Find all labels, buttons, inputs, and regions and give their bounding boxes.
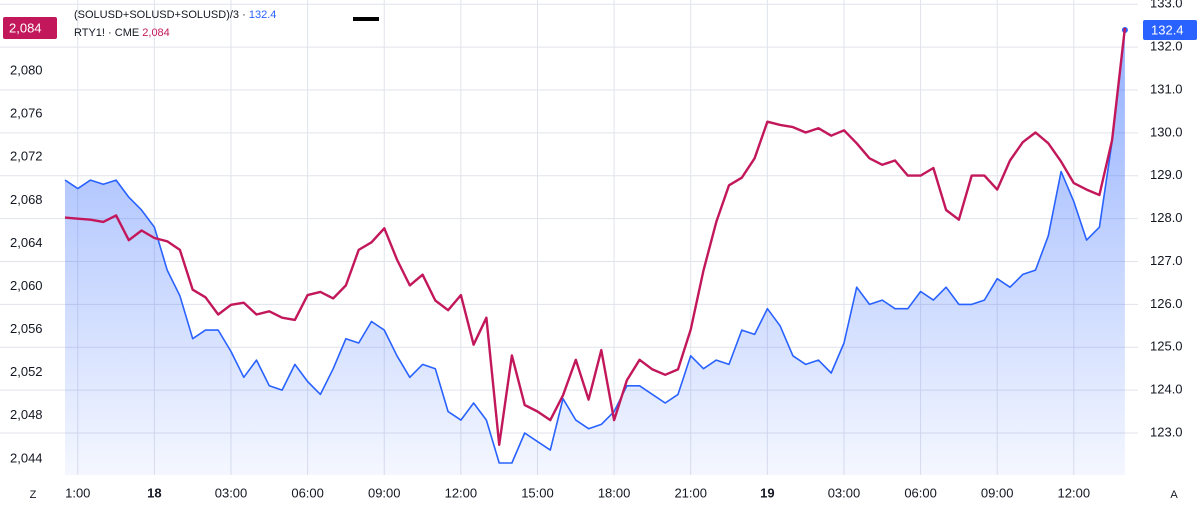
area bbox=[65, 30, 1125, 475]
y-tick-label: 2,068 bbox=[10, 192, 43, 207]
marker bbox=[353, 17, 379, 21]
legend-entry: (SOLUSD+SOLUSD+SOLUSD)/3 · 132.4 bbox=[74, 9, 276, 21]
y-tick-label: 2,056 bbox=[10, 321, 43, 336]
line bbox=[64, 27, 1127, 446]
scale-button[interactable]: A bbox=[1170, 489, 1178, 501]
x-tick-label: 21:00 bbox=[674, 485, 707, 500]
y2-tick-label: 125.0 bbox=[1150, 339, 1183, 354]
y2-tick-label: 123.0 bbox=[1150, 424, 1183, 439]
x-tick-label: 06:00 bbox=[904, 485, 937, 500]
x-tick-label: 15:00 bbox=[521, 485, 554, 500]
legend-value: 2,084 bbox=[142, 27, 170, 39]
x-tick-label: 09:00 bbox=[981, 485, 1014, 500]
x-tick-label: 18 bbox=[147, 485, 161, 500]
y-tick-label: 2,052 bbox=[10, 364, 43, 379]
legend-name: RTY1! · CME bbox=[74, 27, 139, 39]
x-tick-label: 18:00 bbox=[598, 485, 631, 500]
y2-tick-label: 132.0 bbox=[1150, 39, 1183, 54]
x-tick-label: 03:00 bbox=[215, 485, 248, 500]
y2-tick-label: 131.0 bbox=[1150, 81, 1183, 96]
x-tick-label: 1:00 bbox=[65, 485, 90, 500]
y-tick-label: 2,064 bbox=[10, 235, 43, 250]
y-tick-label: 2,060 bbox=[10, 278, 43, 293]
x-tick-label: 12:00 bbox=[445, 485, 478, 500]
y2-tick-label: 127.0 bbox=[1150, 253, 1183, 268]
axis-background bbox=[0, 475, 1200, 515]
axis-background bbox=[1138, 0, 1200, 515]
y2-tick-label: 126.0 bbox=[1150, 296, 1183, 311]
y2-tick-label: 129.0 bbox=[1150, 167, 1183, 182]
y2-tick-label: 133.0 bbox=[1150, 0, 1183, 11]
y-tick-label: 2,080 bbox=[10, 63, 43, 78]
y2-tick-label: 124.0 bbox=[1150, 382, 1183, 397]
y-tick-label: 2,072 bbox=[10, 149, 43, 164]
price-badge-label: 2,084 bbox=[9, 20, 42, 35]
x-tick-label: 03:00 bbox=[828, 485, 861, 500]
price-badge bbox=[1143, 20, 1197, 41]
y-tick-label: 2,044 bbox=[10, 450, 43, 465]
y2-tick-label: 130.0 bbox=[1150, 124, 1183, 139]
legend-value: 132.4 bbox=[249, 9, 277, 21]
y2-tick-label: 128.0 bbox=[1150, 210, 1183, 225]
x-tick-label: 06:00 bbox=[291, 485, 324, 500]
y-tick-label: 2,048 bbox=[10, 407, 43, 422]
price-badge-label: 132.4 bbox=[1151, 22, 1184, 37]
legend-name: (SOLUSD+SOLUSD+SOLUSD)/3 · bbox=[74, 9, 246, 21]
legend-entry: RTY1! · CME 2,084 bbox=[74, 27, 170, 39]
x-tick-label: 19 bbox=[760, 485, 774, 500]
x-tick-label: 12:00 bbox=[1058, 485, 1091, 500]
y-tick-label: 2,076 bbox=[10, 106, 43, 121]
price-badge bbox=[3, 17, 57, 40]
line bbox=[64, 29, 1126, 464]
x-tick-label: 09:00 bbox=[368, 485, 401, 500]
scale-button[interactable]: Z bbox=[30, 489, 37, 501]
